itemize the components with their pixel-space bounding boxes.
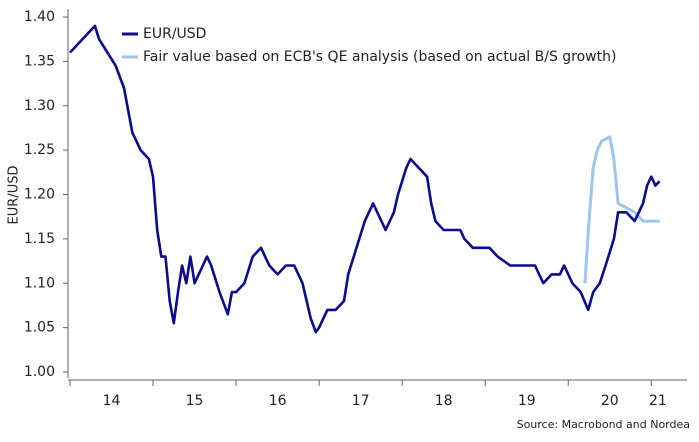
legend-label: EUR/USD bbox=[143, 26, 206, 42]
x-tick-label: 16 bbox=[269, 393, 287, 409]
y-tick-label: 1.10 bbox=[24, 275, 55, 291]
x-tick-label: 15 bbox=[186, 393, 204, 409]
y-tick-label: 1.15 bbox=[24, 231, 55, 247]
x-tick-label: 17 bbox=[352, 393, 370, 409]
x-tick-label: 14 bbox=[103, 393, 121, 409]
y-tick-label: 1.25 bbox=[24, 142, 55, 158]
y-tick-label: 1.00 bbox=[24, 364, 55, 380]
x-tick-label: 21 bbox=[649, 393, 667, 409]
y-tick-label: 1.05 bbox=[24, 320, 55, 336]
series-line bbox=[583, 135, 660, 284]
y-tick-label: 1.35 bbox=[24, 53, 55, 69]
source: Source: Macrobond and Nordea bbox=[517, 418, 690, 431]
y-tick-label: 1.30 bbox=[24, 98, 55, 114]
y-axis-label: EUR/USD bbox=[7, 166, 22, 225]
x-tick-label: 19 bbox=[518, 393, 536, 409]
y-tick-label: 1.40 bbox=[24, 9, 55, 25]
series-line bbox=[69, 24, 661, 334]
legend-label: Fair value based on ECB's QE analysis (b… bbox=[143, 49, 616, 65]
x-tick-label: 20 bbox=[601, 393, 619, 409]
y-tick-label: 1.20 bbox=[24, 187, 55, 203]
x-tick-label: 18 bbox=[435, 393, 453, 409]
